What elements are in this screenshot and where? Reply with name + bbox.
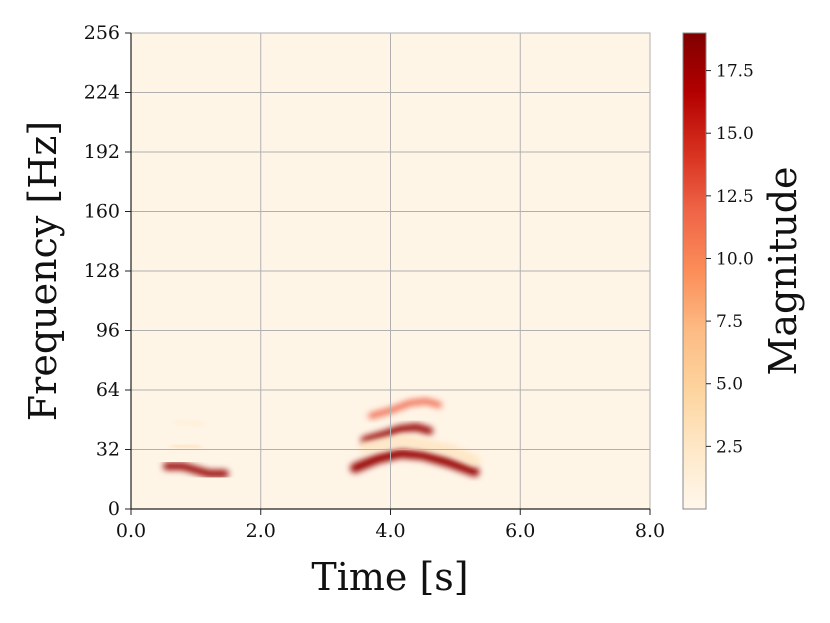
x-tick-label-6.0: 6.0: [505, 520, 535, 542]
y-tick-label-128: 128: [84, 260, 120, 282]
colorbar-title: Magnitude: [761, 166, 805, 375]
gridlines: [131, 33, 650, 509]
y-tick-label-32: 32: [96, 439, 120, 461]
x-axis-ticks: 0.0 2.0 4.0 6.0 8.0: [116, 509, 665, 542]
feature-chirp-2-harmonic-3: [368, 398, 443, 419]
y-tick-label-256: 256: [84, 22, 120, 44]
feature-chirp-2: [350, 448, 480, 477]
feature-chirp-1: [162, 462, 229, 478]
colorbar-gradient: [682, 32, 707, 510]
colorbar: 2.5 5.0 7.5 10.0 12.5 15.0 17.5: [682, 32, 754, 510]
colorbar-tick-label-7.5: 7.5: [716, 312, 743, 332]
y-tick-label-64: 64: [96, 379, 120, 401]
feature-chirp-1-harmonic: [170, 442, 202, 451]
y-tick-label-160: 160: [84, 201, 120, 223]
x-tick-label-8.0: 8.0: [635, 520, 665, 542]
colorbar-tick-label-5.0: 5.0: [716, 375, 743, 395]
y-axis-ticks: 0 32 64 96 128 160 192 224 256: [84, 22, 131, 520]
y-tick-label-0: 0: [108, 498, 120, 520]
colorbar-tick-label-10.0: 10.0: [716, 249, 754, 269]
y-tick-label-192: 192: [84, 141, 120, 163]
colorbar-tick-label-12.5: 12.5: [716, 187, 754, 207]
colorbar-tick-label-17.5: 17.5: [716, 62, 754, 82]
x-tick-label-2.0: 2.0: [246, 520, 276, 542]
x-axis-title: Time [s]: [311, 555, 468, 599]
y-axis-title: Frequency [Hz]: [21, 121, 65, 421]
colorbar-tick-label-15.0: 15.0: [716, 124, 754, 144]
spectrogram-features: [162, 176, 607, 489]
feature-chirp-2-halo: [359, 434, 481, 467]
colorbar-tick-label-2.5: 2.5: [716, 437, 743, 457]
feature-chirp-1-faint: [173, 418, 206, 429]
y-tick-label-96: 96: [96, 320, 120, 342]
x-tick-label-4.0: 4.0: [375, 520, 405, 542]
x-tick-label-0.0: 0.0: [116, 520, 146, 542]
y-tick-label-224: 224: [84, 82, 120, 104]
feature-chirp-2-harmonic: [360, 423, 434, 444]
